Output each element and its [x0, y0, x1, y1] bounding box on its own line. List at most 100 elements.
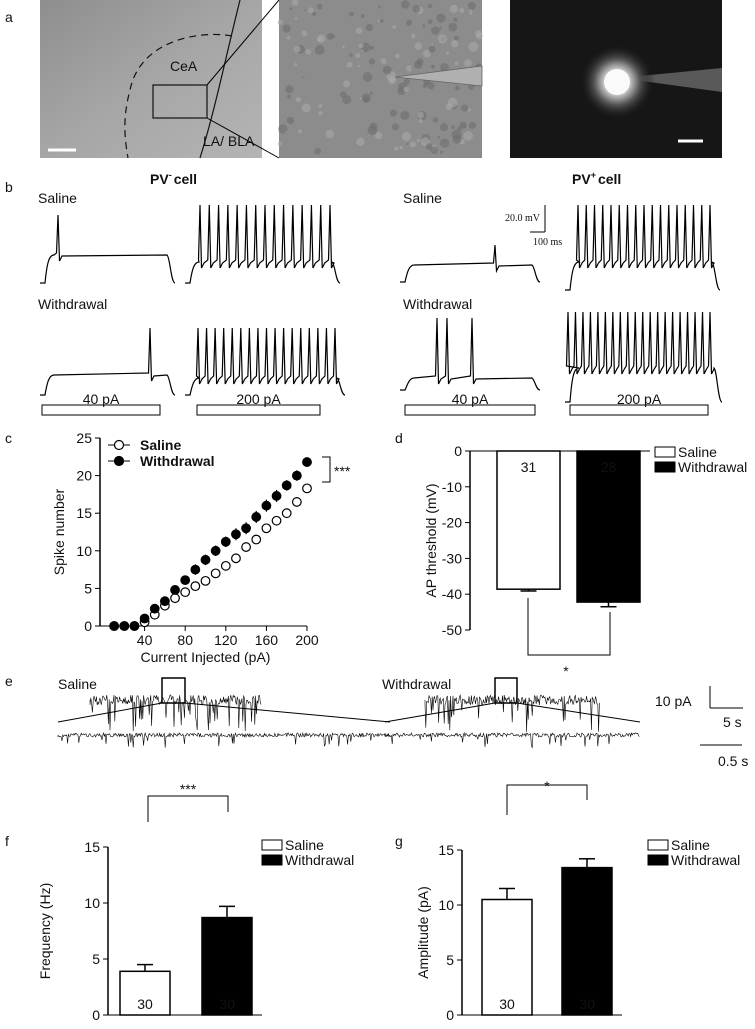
legend-swatch	[261, 839, 283, 851]
scale-label: 5 s	[723, 714, 742, 730]
texture	[312, 11, 317, 17]
texture	[302, 76, 305, 79]
data-point	[231, 553, 241, 564]
texture	[358, 43, 364, 49]
condition-label: Withdrawal	[382, 676, 451, 692]
step-label: 40 pA	[452, 391, 489, 407]
significance-bracket	[322, 456, 331, 483]
texture	[406, 65, 413, 72]
y-tick-label: 25	[76, 430, 92, 446]
texture	[422, 84, 427, 89]
data-point	[231, 529, 241, 540]
y-tick-label: 10	[76, 543, 92, 559]
texture	[451, 129, 462, 140]
texture	[314, 147, 321, 155]
y-axis-label: Amplitude (pA)	[415, 886, 431, 979]
bar	[201, 916, 253, 1016]
legend-swatch	[654, 446, 676, 458]
condition-label: Withdrawal	[403, 296, 472, 312]
texture	[464, 59, 472, 67]
panel-label: e	[5, 673, 13, 689]
texture	[437, 34, 448, 44]
zoom-box	[161, 677, 186, 704]
nucleus-outline	[124, 33, 233, 159]
texture	[409, 141, 416, 148]
data-point	[291, 497, 302, 507]
texture	[427, 19, 433, 25]
texture	[468, 121, 477, 129]
zoom-line	[206, 117, 280, 159]
n-label: 30	[219, 996, 235, 1012]
texture	[361, 49, 364, 52]
texture	[343, 80, 350, 88]
legend-swatch	[647, 854, 669, 866]
data-point	[200, 575, 211, 586]
data-point	[190, 581, 201, 592]
y-tick-label: -40	[442, 586, 462, 602]
texture	[475, 30, 483, 38]
data-point	[281, 508, 292, 519]
panel-label: f	[5, 833, 9, 849]
y-tick-label: 0	[84, 618, 92, 634]
scale-label: 100 ms	[533, 237, 562, 248]
data-point	[180, 587, 191, 598]
y-axis-label: Spike number	[51, 488, 67, 575]
texture	[355, 52, 361, 59]
texture	[380, 58, 387, 65]
texture	[358, 64, 361, 68]
texture	[422, 24, 426, 28]
legend-label: Withdrawal	[678, 459, 747, 475]
texture	[469, 11, 473, 15]
data-point	[291, 470, 302, 481]
texture	[382, 65, 392, 75]
data-point	[170, 585, 180, 595]
texture	[361, 93, 371, 103]
condition-label: Saline	[38, 190, 77, 206]
panel-label: c	[5, 430, 12, 446]
condition-label: Withdrawal	[38, 296, 107, 312]
texture	[436, 13, 446, 23]
texture	[449, 4, 458, 13]
legend-label: Saline	[678, 444, 717, 460]
data-point	[149, 603, 160, 614]
texture	[316, 36, 323, 43]
y-tick-label: -30	[442, 550, 462, 566]
data-point	[180, 575, 191, 586]
texture	[430, 64, 435, 69]
region-label: CeA	[170, 58, 198, 74]
voltage-trace	[565, 311, 723, 403]
data-point	[190, 564, 201, 575]
y-tick-label: 5	[446, 952, 454, 968]
data-point	[302, 457, 312, 467]
y-tick-label: 10	[84, 895, 100, 911]
texture	[401, 131, 412, 141]
y-tick-label: 0	[454, 443, 462, 459]
texture	[304, 9, 307, 12]
y-tick-label: 20	[76, 468, 92, 484]
texture	[428, 45, 436, 53]
texture	[469, 9, 473, 13]
texture	[451, 125, 455, 130]
significance-label: *	[563, 663, 569, 679]
panel-label: b	[5, 179, 13, 195]
data-point	[271, 491, 282, 501]
data-point	[220, 560, 231, 571]
panel-label: d	[395, 430, 403, 446]
zoom-line	[57, 702, 163, 723]
condition-label: Saline	[58, 676, 97, 692]
pv-neg-title: PV-cell	[150, 170, 197, 187]
texture	[439, 123, 448, 132]
data-point	[220, 536, 231, 547]
texture	[400, 110, 410, 120]
legend-label: Withdrawal	[140, 453, 215, 469]
y-tick-label: -10	[442, 479, 462, 495]
data-point	[271, 515, 282, 526]
data-point	[251, 512, 262, 522]
voltage-trace	[185, 204, 341, 284]
pipette	[394, 65, 483, 87]
current-trace	[384, 732, 640, 749]
legend-label: Saline	[671, 837, 710, 853]
y-tick-label: 5	[92, 951, 100, 967]
current-step	[404, 404, 536, 416]
